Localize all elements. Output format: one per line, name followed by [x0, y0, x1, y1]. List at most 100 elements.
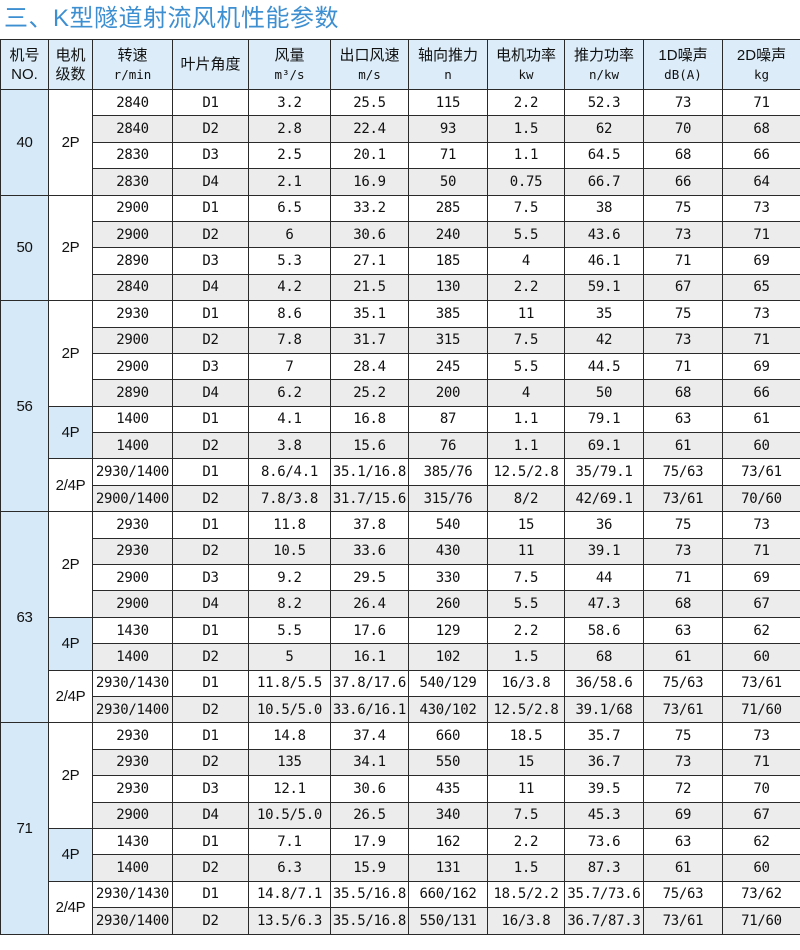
table-cell: 2900: [92, 194, 173, 222]
table-cell: 61: [643, 854, 723, 882]
column-header: 2D噪声 kg: [722, 39, 800, 90]
table-cell: 540/129: [408, 669, 488, 697]
table-cell: 26.5: [330, 801, 409, 829]
table-cell: 47.3: [564, 590, 644, 618]
table-cell: 1400: [92, 405, 173, 434]
table-cell: 2900: [92, 352, 173, 381]
table-cell: 1.5: [487, 115, 565, 143]
table-cell: 1400: [92, 643, 173, 671]
table-cell: D2: [172, 432, 249, 460]
table-cell: 39.5: [564, 775, 644, 803]
column-header-unit: kw: [518, 66, 534, 82]
table-cell: 35.7: [564, 722, 644, 750]
table-cell: 43.6: [564, 220, 644, 249]
table-cell: 61: [722, 405, 800, 434]
column-header-label: 1D噪声: [658, 46, 708, 64]
table-row: 2900 D4 10.5/5.0 26.5 340 7.5 45.3 69 67: [1, 801, 800, 829]
column-header-label: 轴向推力: [417, 46, 478, 64]
motor-poles-cell: 2/4P: [48, 458, 93, 513]
table-row: 4P 1400 D1 4.1 16.8 87 1.1 79.1 63 61: [1, 405, 800, 460]
table-cell: 73/61: [722, 458, 800, 486]
table-cell: 44: [564, 564, 644, 592]
table-cell: 5.5: [487, 352, 565, 381]
table-row: 2930/1400 D2 10.5/5.0 33.6/16.1 430/102 12.5/…: [1, 695, 800, 724]
table-cell: D1: [172, 194, 249, 222]
table-cell: 3.8: [248, 432, 331, 460]
column-header-label: 机号: [9, 46, 40, 64]
table-cell: 2930: [92, 722, 173, 750]
table-cell: 66: [643, 168, 723, 196]
table-cell: 71/60: [722, 907, 800, 935]
table-cell: 73: [722, 300, 800, 328]
table-cell: 36/58.6: [564, 669, 644, 697]
table-cell: 7.5: [487, 326, 565, 354]
column-header-unit: n: [444, 66, 452, 82]
table-cell: 7.5: [487, 194, 565, 222]
table-cell: 64: [722, 168, 800, 196]
table-cell: 2840: [92, 273, 173, 302]
table-cell: 330: [408, 564, 488, 592]
table-cell: 0.75: [487, 168, 565, 196]
table-cell: 79.1: [564, 405, 644, 434]
table-cell: 2830: [92, 168, 173, 196]
motor-poles-cell: 2P: [48, 300, 93, 407]
table-row: 2900 D2 6 30.6 240 5.5 43.6 73 71: [1, 220, 800, 249]
motor-poles-cell: 4P: [48, 616, 93, 671]
table-cell: 102: [408, 643, 488, 671]
table-cell: 660/162: [408, 880, 488, 909]
table-cell: 37.4: [330, 722, 409, 750]
table-cell: 33.6/16.1: [330, 695, 409, 724]
table-cell: 73/61: [722, 669, 800, 697]
table-cell: 27.1: [330, 247, 409, 275]
table-cell: 75: [643, 300, 723, 328]
table-cell: 25.5: [330, 88, 409, 117]
table-cell: 14.8: [248, 722, 331, 750]
motor-poles-cell: 2/4P: [48, 880, 93, 935]
table-cell: 2930: [92, 511, 173, 539]
table-cell: 2890: [92, 379, 173, 407]
table-cell: 435: [408, 775, 488, 803]
column-header-unit: n/kw: [588, 66, 620, 82]
table-cell: 550/131: [408, 907, 488, 935]
table-cell: 67: [722, 590, 800, 618]
table-cell: 2890: [92, 247, 173, 275]
table-cell: 35: [564, 300, 644, 328]
table-cell: 18.5: [487, 722, 565, 750]
table-cell: D3: [172, 352, 249, 381]
table-cell: D4: [172, 590, 249, 618]
table-cell: 115: [408, 88, 488, 117]
table-cell: 52.3: [564, 88, 644, 117]
table-cell: D3: [172, 247, 249, 275]
table-cell: D2: [172, 484, 249, 513]
table-cell: 10.5: [248, 537, 331, 566]
table-cell: 75: [643, 511, 723, 539]
table-cell: D4: [172, 379, 249, 407]
table-cell: 71: [722, 537, 800, 566]
table-cell: 71: [643, 564, 723, 592]
table-cell: 2900: [92, 326, 173, 354]
table-cell: 63: [643, 616, 723, 645]
table-row: 2900 D2 7.8 31.7 315 7.5 42 73 71: [1, 326, 800, 354]
table-cell: 36.7/87.3: [564, 907, 644, 935]
table-cell: 2930/1400: [92, 458, 173, 486]
table-cell: 36.7: [564, 748, 644, 777]
table-cell: 76: [408, 432, 488, 460]
table-cell: 71: [722, 326, 800, 354]
table-cell: 37.8: [330, 511, 409, 539]
table-cell: 4: [487, 247, 565, 275]
table-cell: 2830: [92, 141, 173, 170]
column-header: 推力功率 n/kw: [564, 39, 644, 90]
table-cell: 6.2: [248, 379, 331, 407]
table-cell: 73: [643, 220, 723, 249]
table-row: 1400 D2 3.8 15.6 76 1.1 69.1 61 60: [1, 432, 800, 460]
table-cell: 11.8: [248, 511, 331, 539]
column-header: 1D噪声 dB(A): [643, 39, 723, 90]
column-header-unit: r/min: [113, 66, 152, 82]
table-row: 1400 D2 6.3 15.9 131 1.5 87.3 61 60: [1, 854, 800, 882]
table-cell: D2: [172, 643, 249, 671]
table-cell: 260: [408, 590, 488, 618]
table-row: 2930 D3 12.1 30.6 435 11 39.5 72 70: [1, 775, 800, 803]
table-row: 2890 D3 5.3 27.1 185 4 46.1 71 69: [1, 247, 800, 275]
table-cell: D2: [172, 695, 249, 724]
table-cell: 35/79.1: [564, 458, 644, 486]
